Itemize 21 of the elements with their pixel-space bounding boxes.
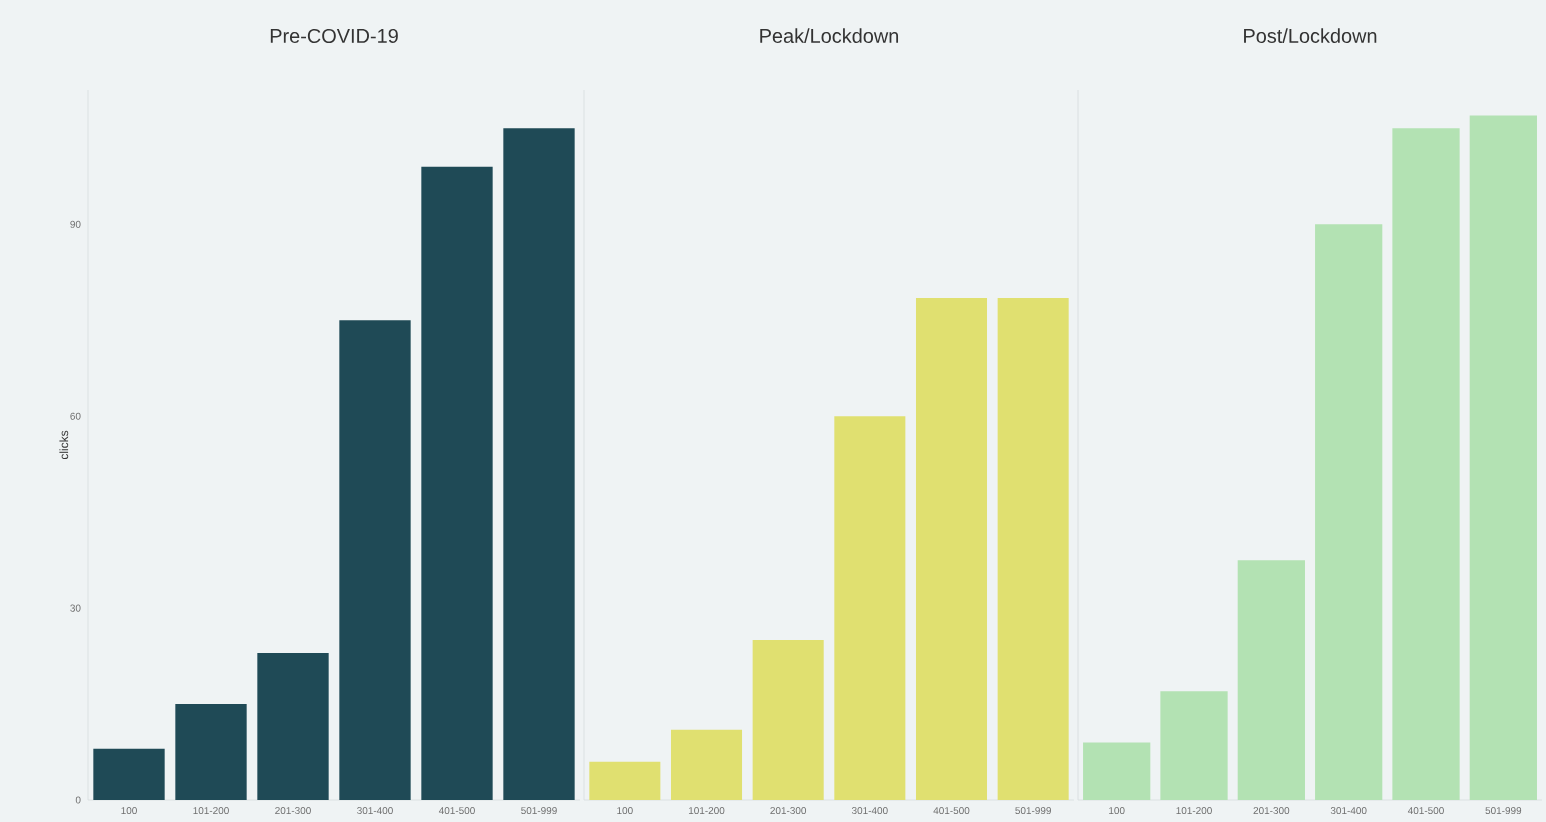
bar	[1237, 560, 1305, 800]
bar	[503, 128, 575, 800]
bar	[421, 166, 493, 800]
bar	[1392, 128, 1460, 800]
bar	[1083, 742, 1151, 800]
bar	[752, 640, 824, 800]
bar	[915, 297, 988, 800]
bar	[339, 320, 411, 800]
chart-title: Pre-COVID-19	[270, 28, 398, 43]
bar	[1469, 115, 1537, 800]
bar	[1315, 224, 1383, 800]
bar	[834, 416, 906, 800]
chart-title: Peak/Lockdown	[760, 28, 899, 43]
bar	[93, 748, 165, 800]
bar	[670, 729, 743, 800]
bar	[257, 652, 329, 800]
chart-title: Post/Lockdown	[1244, 28, 1377, 43]
bar	[589, 761, 661, 800]
bar	[175, 704, 247, 800]
bar	[1160, 691, 1228, 800]
bar	[997, 297, 1069, 800]
